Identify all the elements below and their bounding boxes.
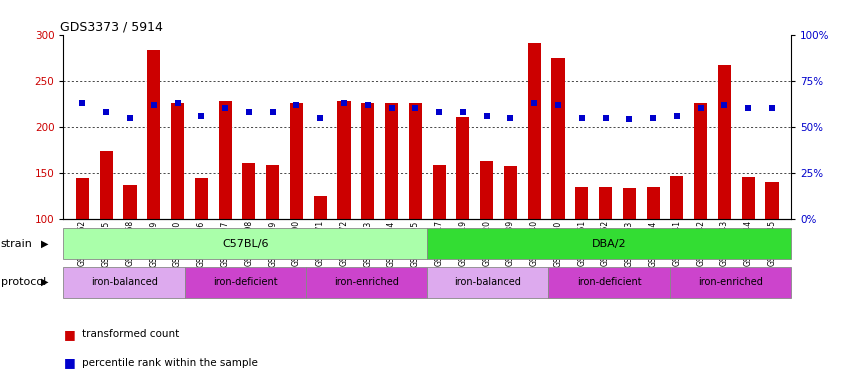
Point (599, 114, 613, 121)
Bar (528, 43, 541, 219)
Bar (670, 175, 684, 219)
Bar (76, 178, 89, 219)
Point (694, 105, 707, 111)
Bar (575, 187, 588, 219)
Bar (599, 187, 613, 219)
Bar (147, 50, 161, 219)
Bar (63, 228, 427, 259)
Bar (427, 228, 791, 259)
Bar (427, 267, 548, 298)
Bar (306, 267, 427, 298)
Point (623, 116, 636, 122)
Bar (314, 196, 327, 219)
Text: protocol: protocol (1, 277, 46, 287)
Text: ■: ■ (63, 328, 75, 341)
Point (385, 105, 398, 111)
Bar (623, 189, 636, 219)
Bar (670, 267, 791, 298)
Point (456, 109, 470, 115)
Point (124, 114, 137, 121)
Point (646, 114, 660, 121)
Bar (766, 182, 778, 219)
Bar (694, 103, 707, 219)
Point (552, 101, 565, 108)
Bar (218, 101, 232, 219)
Text: iron-deficient: iron-deficient (577, 277, 641, 287)
Point (75, 100, 89, 106)
Point (480, 113, 493, 119)
Bar (100, 151, 113, 219)
Text: ▶: ▶ (41, 239, 48, 249)
Bar (742, 177, 755, 219)
Point (766, 105, 779, 111)
Text: strain: strain (1, 239, 33, 249)
Text: ■: ■ (63, 356, 75, 369)
Point (314, 114, 327, 121)
Bar (432, 166, 446, 219)
Text: iron-deficient: iron-deficient (213, 277, 277, 287)
Text: ▶: ▶ (41, 277, 48, 287)
Text: GDS3373 / 5914: GDS3373 / 5914 (60, 20, 162, 33)
Point (409, 105, 422, 111)
Point (266, 109, 279, 115)
Point (527, 100, 541, 106)
Bar (266, 166, 279, 219)
Point (503, 114, 517, 121)
Bar (184, 267, 306, 298)
Bar (242, 163, 255, 219)
Bar (63, 267, 184, 298)
Bar (481, 161, 493, 219)
Bar (290, 103, 303, 219)
Bar (552, 58, 564, 219)
Point (670, 113, 684, 119)
Bar (456, 117, 470, 219)
Bar (361, 103, 374, 219)
Point (195, 113, 208, 119)
Bar (646, 187, 660, 219)
Point (171, 100, 184, 106)
Bar (385, 103, 398, 219)
Bar (124, 185, 136, 219)
Bar (548, 267, 670, 298)
Text: iron-enriched: iron-enriched (698, 277, 763, 287)
Point (100, 109, 113, 115)
Point (338, 100, 351, 106)
Text: iron-enriched: iron-enriched (334, 277, 399, 287)
Bar (171, 103, 184, 219)
Point (361, 101, 375, 108)
Bar (338, 101, 350, 219)
Text: percentile rank within the sample: percentile rank within the sample (82, 358, 258, 368)
Text: C57BL/6: C57BL/6 (222, 239, 268, 249)
Point (717, 101, 731, 108)
Point (218, 105, 232, 111)
Text: iron-balanced: iron-balanced (454, 277, 521, 287)
Text: DBA/2: DBA/2 (592, 239, 626, 249)
Point (289, 101, 303, 108)
Point (432, 109, 446, 115)
Bar (504, 166, 517, 219)
Bar (195, 178, 208, 219)
Bar (409, 103, 422, 219)
Bar (718, 65, 731, 219)
Point (147, 101, 161, 108)
Text: iron-balanced: iron-balanced (91, 277, 157, 287)
Text: transformed count: transformed count (82, 329, 179, 339)
Point (741, 105, 755, 111)
Point (575, 114, 589, 121)
Point (242, 109, 255, 115)
